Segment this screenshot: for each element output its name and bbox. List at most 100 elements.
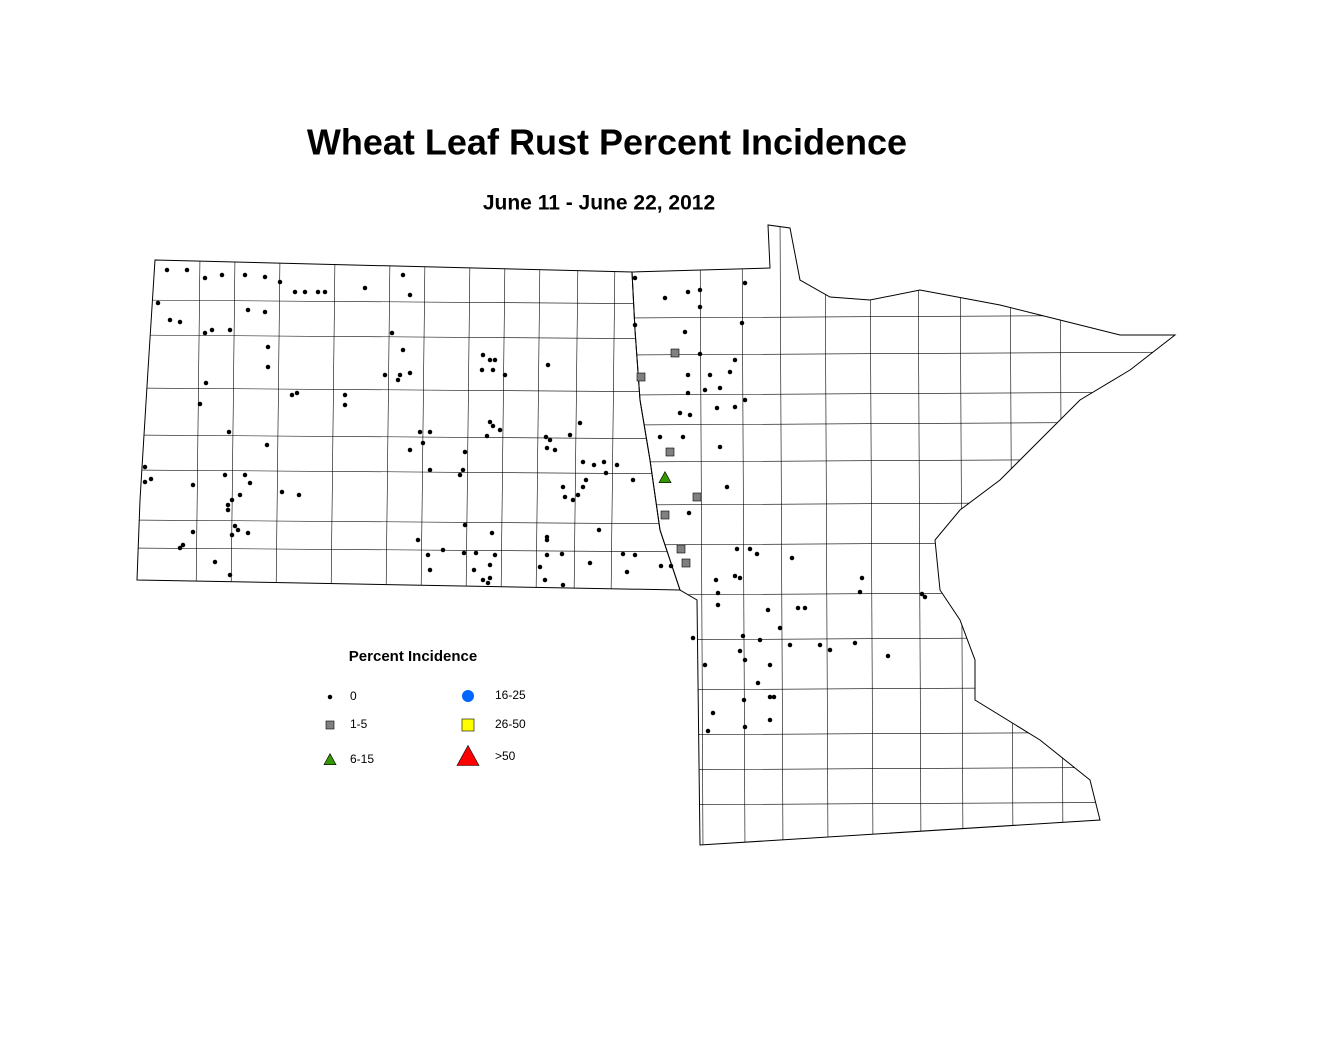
site-marker — [787, 642, 793, 648]
county-line — [632, 351, 1175, 356]
site-marker — [570, 497, 576, 503]
site-marker — [560, 484, 566, 490]
site-marker — [427, 467, 433, 473]
site-marker — [389, 330, 395, 336]
site-marker — [489, 530, 495, 536]
site-marker — [685, 372, 691, 378]
site-marker — [742, 724, 748, 730]
site-marker — [717, 385, 723, 391]
site-marker — [184, 267, 190, 273]
county-line — [137, 334, 680, 340]
site-marker — [560, 582, 566, 588]
site-marker — [660, 510, 670, 520]
site-marker — [480, 352, 486, 358]
site-marker — [277, 279, 283, 285]
site-marker — [235, 527, 241, 533]
site-marker — [440, 547, 446, 553]
site-marker — [420, 440, 426, 446]
site-marker — [739, 320, 745, 326]
site-marker — [225, 502, 231, 508]
site-marker — [724, 484, 730, 490]
county-line — [137, 547, 680, 553]
site-marker — [715, 590, 721, 596]
site-marker — [755, 680, 761, 686]
site-marker — [754, 551, 760, 557]
legend-label: 6-15 — [350, 752, 374, 766]
site-marker — [279, 489, 285, 495]
site-marker — [542, 577, 548, 583]
site-marker — [767, 717, 773, 723]
site-marker — [771, 694, 777, 700]
site-marker — [219, 272, 225, 278]
site-marker — [885, 653, 891, 659]
site-marker — [741, 697, 747, 703]
site-marker — [859, 575, 865, 581]
site-marker — [407, 292, 413, 298]
site-marker — [802, 605, 808, 611]
county-line — [610, 260, 616, 590]
site-marker — [742, 397, 748, 403]
site-marker — [587, 560, 593, 566]
site-marker — [707, 372, 713, 378]
site-marker — [742, 280, 748, 286]
county-line — [824, 225, 829, 845]
site-marker — [657, 434, 663, 440]
survey-sites — [142, 267, 928, 734]
site-marker — [692, 492, 702, 502]
site-marker — [727, 369, 733, 375]
site-marker — [262, 274, 268, 280]
site-marker — [614, 462, 620, 468]
site-marker — [342, 402, 348, 408]
site-marker — [583, 477, 589, 483]
county-line — [195, 260, 201, 590]
site-marker — [630, 477, 636, 483]
legend-label: 1-5 — [350, 717, 368, 731]
site-marker — [407, 447, 413, 453]
county-line — [779, 225, 784, 845]
county-line — [230, 260, 236, 590]
site-marker — [677, 410, 683, 416]
site-marker — [544, 552, 550, 558]
site-marker — [732, 573, 738, 579]
site-marker — [658, 563, 664, 569]
site-marker — [362, 285, 368, 291]
site-marker — [427, 429, 433, 435]
site-marker — [227, 327, 233, 333]
site-marker — [484, 433, 490, 439]
site-marker — [547, 437, 553, 443]
site-marker — [580, 484, 586, 490]
county-line — [385, 260, 391, 590]
site-marker — [632, 552, 638, 558]
site-marker — [827, 647, 833, 653]
site-marker — [247, 480, 253, 486]
site-marker — [480, 577, 486, 583]
site-marker — [777, 625, 783, 631]
site-marker — [479, 367, 485, 373]
legend-label: 16-25 — [495, 688, 526, 702]
site-marker — [544, 445, 550, 451]
site-marker — [737, 648, 743, 654]
site-marker — [575, 492, 581, 498]
site-marker — [167, 317, 173, 323]
legend-label: >50 — [495, 749, 516, 763]
site-marker — [737, 575, 743, 581]
site-marker — [229, 497, 235, 503]
site-marker — [315, 289, 321, 295]
site-marker — [567, 432, 573, 438]
site-marker — [537, 564, 543, 570]
site-marker — [400, 272, 406, 278]
site-marker — [237, 492, 243, 498]
site-marker — [713, 577, 719, 583]
site-marker — [852, 640, 858, 646]
site-marker — [680, 434, 686, 440]
legend-title: Percent Incidence — [349, 648, 477, 665]
site-marker — [225, 507, 231, 513]
site-marker — [624, 569, 630, 575]
legend-label: 26-50 — [495, 717, 526, 731]
site-marker — [462, 522, 468, 528]
site-marker — [732, 357, 738, 363]
site-marker — [264, 442, 270, 448]
site-marker — [322, 289, 328, 295]
site-marker — [226, 429, 232, 435]
